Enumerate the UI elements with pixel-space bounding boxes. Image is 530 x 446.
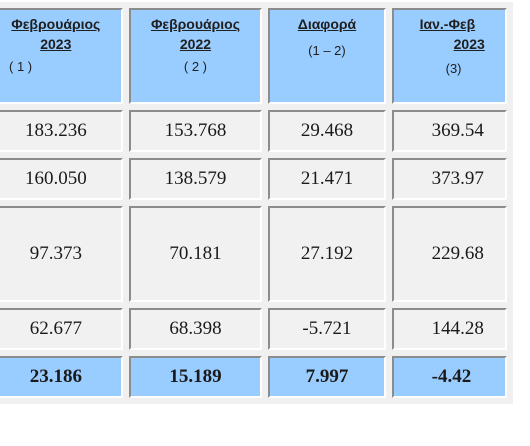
total-cell: -4.42 <box>391 356 507 398</box>
table-cell: 62.677 <box>0 308 123 350</box>
table-cell-value: 144.28 <box>431 318 484 339</box>
table-cell-value: 369.54 <box>431 120 484 141</box>
header-difference-ref: (1 – 2) <box>308 43 346 58</box>
table-cell: 153.768 <box>128 110 263 152</box>
table-cell: 27.192 <box>268 206 386 302</box>
table-row: 160.050 138.579 21.471 373.97 <box>0 158 507 200</box>
header-feb-2022-month: Φεβρουάριος <box>150 16 240 32</box>
header-jan-feb-2023-year: 2023 <box>453 36 485 52</box>
header-jan-feb-2023: Ιαν.-Φεβ 2023 (3) <box>391 8 507 104</box>
table-cell: 29.468 <box>268 110 386 152</box>
table-cell: 229.68 <box>391 206 507 302</box>
total-cell: 15.189 <box>128 356 263 398</box>
header-difference: Διαφορά (1 – 2) <box>268 8 386 104</box>
total-row: 23.186 15.189 7.997 -4.42 <box>0 356 507 398</box>
header-feb-2022-ref: ( 2 ) <box>183 59 208 74</box>
table-cell: 70.181 <box>128 206 263 302</box>
header-feb-2022: Φεβρουάριος 2022 ( 2 ) <box>128 8 263 104</box>
statistics-table: Φεβρουάριος 2023 ( 1 ) Φεβρουάριος 2022 … <box>0 2 513 404</box>
header-feb-2023: Φεβρουάριος 2023 ( 1 ) <box>0 8 123 104</box>
total-cell: 7.997 <box>268 356 386 398</box>
table-cell: 160.050 <box>0 158 123 200</box>
table-row: 97.373 70.181 27.192 229.68 <box>0 206 507 302</box>
header-jan-feb-2023-months: Ιαν.-Φεβ <box>419 16 476 32</box>
table-row: 183.236 153.768 29.468 369.54 <box>0 110 507 152</box>
header-feb-2023-ref: ( 1 ) <box>9 59 33 74</box>
total-cell-value: -4.42 <box>431 366 472 387</box>
table-cell: -5.721 <box>268 308 386 350</box>
table-cell: 138.579 <box>128 158 263 200</box>
table-cell: 369.54 <box>391 110 507 152</box>
header-difference-label: Διαφορά <box>297 16 357 32</box>
table-row: 62.677 68.398 -5.721 144.28 <box>0 308 507 350</box>
table-cell: 97.373 <box>0 206 123 302</box>
table-cell: 183.236 <box>0 110 123 152</box>
table-cell: 373.97 <box>391 158 507 200</box>
header-row: Φεβρουάριος 2023 ( 1 ) Φεβρουάριος 2022 … <box>0 8 507 104</box>
table-cell-value: 373.97 <box>431 168 484 189</box>
total-cell: 23.186 <box>0 356 123 398</box>
table-cell-value: 229.68 <box>431 243 484 264</box>
header-feb-2023-year: 2023 <box>40 36 72 52</box>
table-cell: 144.28 <box>391 308 507 350</box>
header-feb-2022-year: 2022 <box>179 36 212 52</box>
header-jan-feb-2023-ref: (3) <box>445 61 462 76</box>
header-feb-2023-month: Φεβρουάριος <box>11 16 101 32</box>
table-cell: 68.398 <box>128 308 263 350</box>
table-cell: 21.471 <box>268 158 386 200</box>
